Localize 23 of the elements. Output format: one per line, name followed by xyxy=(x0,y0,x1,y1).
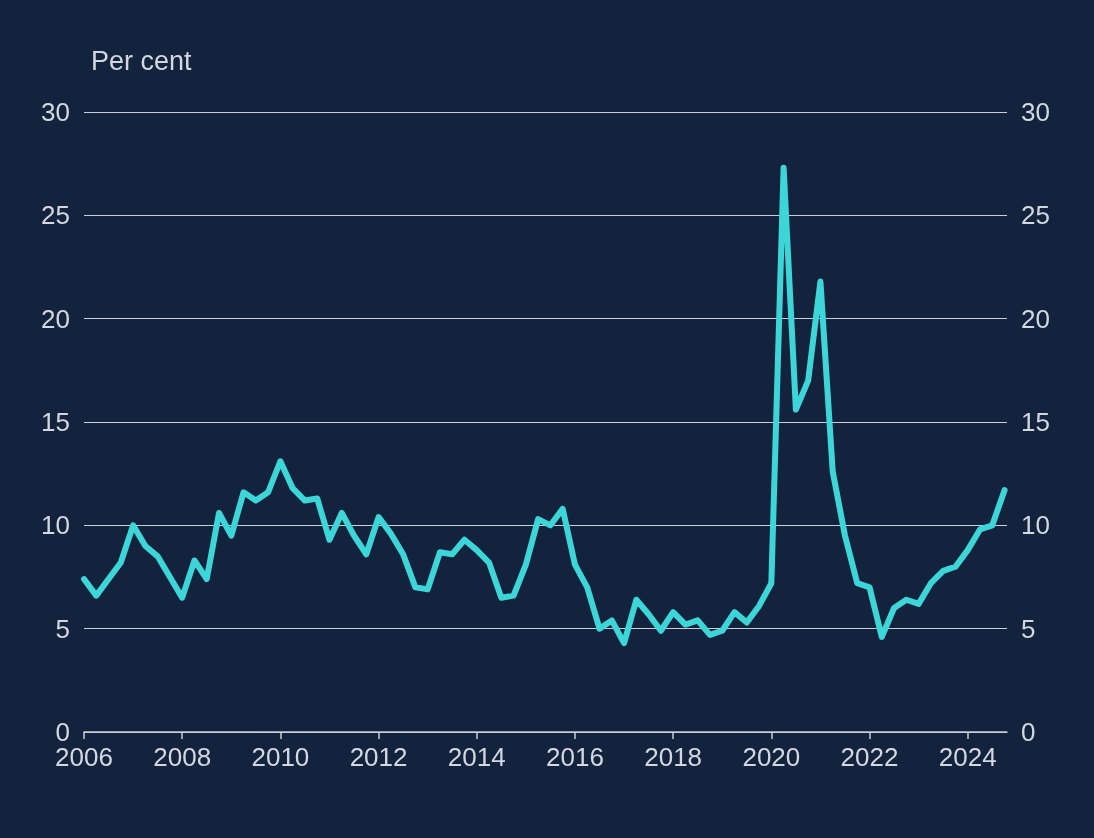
y2-tick-label: 25 xyxy=(1021,200,1050,231)
x-tick-label: 2024 xyxy=(938,742,997,772)
x-tick-label: 2018 xyxy=(644,742,703,772)
x-tick-label: 2020 xyxy=(742,742,801,772)
x-tick-label: 2010 xyxy=(251,742,310,772)
y-tick-label: 10 xyxy=(41,510,70,541)
y-tick-label: 5 xyxy=(55,613,70,644)
y2-tick-label: 10 xyxy=(1021,510,1050,541)
x-tick-label: 2016 xyxy=(546,742,604,772)
y2-tick-label: 5 xyxy=(1021,613,1036,644)
x-tick-label: 2022 xyxy=(840,742,899,772)
y-axis-title: Per cent xyxy=(91,45,193,76)
y-tick-label: 15 xyxy=(41,407,70,437)
y2-tick-label: 30 xyxy=(1021,97,1050,127)
y2-tick-label: 20 xyxy=(1021,303,1050,334)
x-tick-label: 2014 xyxy=(447,742,506,772)
y-tick-label: 25 xyxy=(41,200,70,231)
y2-tick-label: 0 xyxy=(1021,717,1036,747)
y-tick-label: 30 xyxy=(41,97,70,127)
x-tick-label: 2012 xyxy=(349,742,408,772)
y-tick-label: 20 xyxy=(41,303,70,334)
x-tick-label: 2008 xyxy=(153,742,212,772)
y2-tick-label: 15 xyxy=(1021,407,1050,437)
